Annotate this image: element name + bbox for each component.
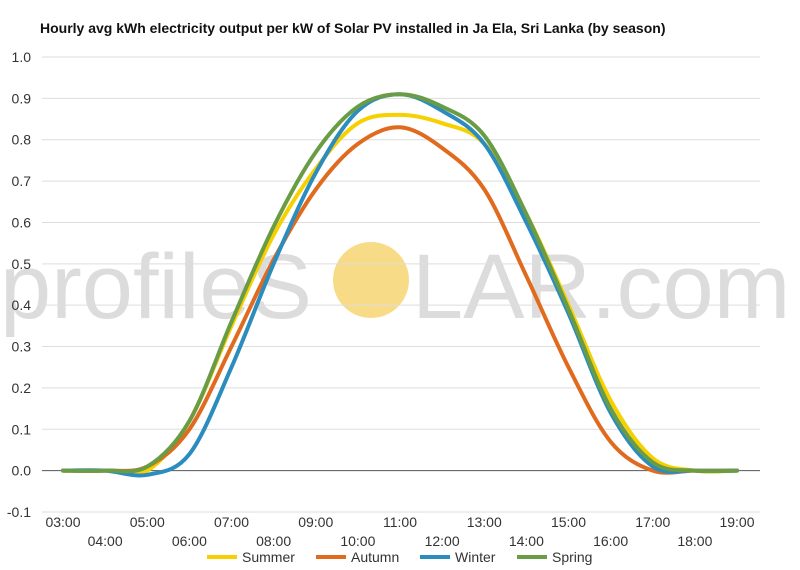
x-tick-label: 07:00: [214, 514, 249, 530]
y-tick-label: 0.8: [12, 132, 32, 148]
x-tick-label: 06:00: [172, 533, 207, 549]
legend-label: Summer: [242, 549, 295, 565]
x-tick-label: 03:00: [45, 514, 80, 530]
legend-label: Spring: [552, 549, 592, 565]
y-tick-label: 0.6: [12, 214, 32, 230]
y-tick-label: 0.2: [12, 380, 32, 396]
series-line-autumn: [61, 125, 739, 475]
x-tick-label: 19:00: [719, 514, 754, 530]
x-tick-label: 05:00: [130, 514, 165, 530]
x-tick-label: 18:00: [677, 533, 712, 549]
series-line-spring: [61, 92, 739, 474]
legend-label: Autumn: [351, 549, 399, 565]
series-lines: [61, 92, 739, 478]
y-tick-label: 0.4: [12, 297, 32, 313]
legend-item-winter: Winter: [420, 549, 496, 565]
watermark-sun-icon: [333, 242, 409, 318]
x-tick-label: 17:00: [635, 514, 670, 530]
y-tick-label: 0.9: [12, 90, 32, 106]
legend: Summer Autumn Winter Spring: [207, 549, 592, 565]
chart-title: Hourly avg kWh electricity output per kW…: [40, 20, 666, 36]
x-tick-label: 11:00: [383, 514, 417, 530]
legend-label: Winter: [455, 549, 496, 565]
y-tick-label: 0.3: [12, 339, 32, 355]
y-tick-label: 0.5: [12, 256, 32, 272]
x-tick-label: 13:00: [467, 514, 502, 530]
y-tick-label: -0.1: [7, 504, 31, 520]
y-tick-label: 0.0: [12, 463, 32, 479]
x-tick-label: 15:00: [551, 514, 586, 530]
x-tick-label: 08:00: [256, 533, 291, 549]
watermark-logo: profileS LAR.com: [0, 236, 790, 338]
y-axis-ticks: -0.1 0.0 0.1 0.2 0.3 0.4 0.5 0.6 0.7 0.8 0.9 1.0: [7, 49, 31, 520]
gridlines: [42, 56, 760, 513]
x-axis-ticks: 03:00 04:00 05:00 06:00 07:00 08:00 09:00 10:00…: [45, 514, 754, 549]
y-tick-label: 1.0: [12, 49, 32, 65]
x-tick-label: 12:00: [425, 533, 460, 549]
legend-item-spring: Spring: [517, 549, 592, 565]
y-tick-label: 0.1: [12, 421, 32, 437]
x-tick-label: 16:00: [593, 533, 628, 549]
legend-item-autumn: Autumn: [316, 549, 399, 565]
x-tick-label: 14:00: [509, 533, 544, 549]
y-tick-label: 0.7: [12, 173, 32, 189]
x-tick-label: 04:00: [88, 533, 123, 549]
legend-item-summer: Summer: [207, 549, 295, 565]
x-tick-label: 09:00: [298, 514, 333, 530]
watermark-text-right: LAR.com: [412, 236, 790, 338]
x-tick-label: 10:00: [340, 533, 375, 549]
